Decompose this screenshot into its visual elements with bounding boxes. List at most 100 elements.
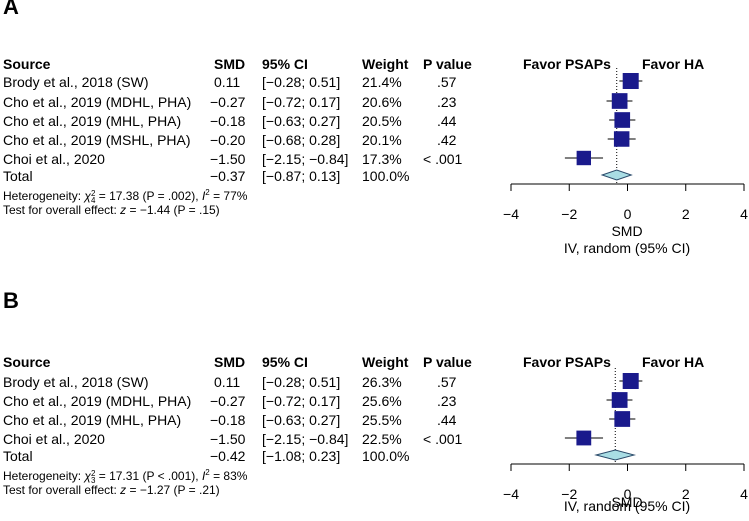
forest-panel-b: B Source SMD 95% CI Weight P value Brody…: [0, 260, 749, 521]
cell-source: Choi et al., 2020: [3, 431, 105, 447]
panel-label: A: [3, 0, 19, 19]
favor-right-label: Favor HA: [642, 354, 705, 370]
overall-prefix: Test for overall effect:: [3, 483, 121, 497]
cell-p: .57: [437, 374, 457, 390]
study-square: [576, 430, 592, 446]
cell-source: Brody et al., 2018 (SW): [3, 374, 149, 390]
heterogeneity-i2-value: = 83%: [209, 469, 248, 483]
x-tick-label: −4: [503, 206, 519, 222]
cell-p: .42: [437, 132, 457, 148]
cell-weight: 26.3%: [362, 374, 402, 390]
cell-smd: −0.37: [210, 168, 246, 184]
heterogeneity-chi-value: = 17.38 (P = .002),: [95, 189, 202, 203]
heterogeneity-line: Heterogeneity: χ2 4 = 17.38 (P = .002), I…: [3, 188, 248, 205]
panel-label: B: [3, 288, 19, 313]
cell-source: Cho et al., 2019 (MDHL, PHA): [3, 94, 192, 110]
overall-z: z: [120, 483, 127, 497]
x-axis-label: SMD: [611, 494, 642, 510]
header-smd: SMD: [214, 354, 246, 370]
cell-source: Brody et al., 2018 (SW): [3, 74, 149, 90]
header-weight: Weight: [362, 354, 409, 370]
overall-value: = −1.44 (P = .15): [126, 203, 220, 217]
study-square: [613, 131, 630, 147]
favor-right-label: Favor HA: [642, 56, 705, 72]
cell-p: .44: [437, 113, 457, 129]
study-square: [611, 392, 628, 408]
cell-smd: −1.50: [210, 431, 246, 447]
cell-weight: 25.6%: [362, 393, 402, 409]
cell-weight: 20.5%: [362, 113, 402, 129]
cell-weight: 100.0%: [362, 448, 410, 464]
cell-source: Cho et al., 2019 (MSHL, PHA): [3, 132, 191, 148]
overall-z: z: [120, 203, 127, 217]
x-tick-label: −2: [561, 206, 577, 222]
cell-smd: −1.50: [210, 151, 246, 167]
favor-left-label: Favor PSAPs: [523, 56, 611, 72]
cell-source: Cho et al., 2019 (MHL, PHA): [3, 412, 182, 428]
header-weight: Weight: [362, 56, 409, 72]
cell-ci: [−1.08; 0.23]: [262, 448, 341, 464]
study-square: [614, 411, 631, 427]
study-square: [611, 93, 628, 109]
x-axis-sublabel: IV, random (95% CI): [564, 240, 690, 256]
cell-ci: [−0.87; 0.13]: [262, 168, 341, 184]
forest-panel-a: A Source SMD 95% CI Weight P value Brody…: [0, 0, 749, 260]
heterogeneity-prefix: Heterogeneity:: [3, 189, 85, 203]
x-tick-label: 0: [624, 486, 632, 502]
x-tick-label: 0: [624, 206, 632, 222]
heterogeneity-i2-value: = 77%: [209, 189, 248, 203]
header-source: Source: [3, 354, 51, 370]
x-tick-label: 4: [740, 206, 748, 222]
cell-ci: [−0.63; 0.27]: [262, 113, 341, 129]
x-tick-label: −4: [503, 486, 519, 502]
x-tick-label: 2: [682, 206, 690, 222]
cell-smd: 0.11: [214, 74, 241, 90]
cell-ci: [−0.28; 0.51]: [262, 74, 341, 90]
cell-ci: [−2.15; −0.84]: [262, 431, 349, 447]
header-p-value: P value: [423, 56, 472, 72]
overall-effect-line: Test for overall effect: z = −1.44 (P = …: [3, 203, 220, 217]
cell-ci: [−0.28; 0.51]: [262, 374, 341, 390]
header-p-value: P value: [423, 354, 472, 370]
overall-prefix: Test for overall effect:: [3, 203, 121, 217]
cell-smd: −0.18: [210, 113, 246, 129]
heterogeneity-chi-value: = 17.31 (P < .001),: [95, 469, 202, 483]
cell-source: Choi et al., 2020: [3, 151, 105, 167]
cell-weight: 21.4%: [362, 74, 402, 90]
cell-source: Total: [3, 448, 33, 464]
cell-ci: [−0.72; 0.17]: [262, 393, 341, 409]
cell-weight: 25.5%: [362, 412, 402, 428]
cell-smd: 0.11: [214, 374, 241, 390]
cell-smd: −0.20: [210, 132, 246, 148]
cell-p: < .001: [423, 431, 463, 447]
cell-source: Total: [3, 168, 33, 184]
cell-ci: [−0.72; 0.17]: [262, 94, 341, 110]
cell-smd: −0.42: [210, 448, 246, 464]
study-square: [576, 150, 592, 166]
cell-ci: [−2.15; −0.84]: [262, 151, 349, 167]
cell-weight: 17.3%: [362, 151, 402, 167]
chi-subscript: 3: [90, 475, 96, 485]
heterogeneity-line: Heterogeneity: χ2 3 = 17.31 (P < .001), I…: [3, 468, 248, 485]
cell-smd: −0.18: [210, 412, 246, 428]
cell-weight: 20.6%: [362, 94, 402, 110]
header-source: Source: [3, 56, 51, 72]
x-tick-label: −2: [561, 486, 577, 502]
heterogeneity-prefix: Heterogeneity:: [3, 469, 85, 483]
cell-weight: 20.1%: [362, 132, 402, 148]
overall-effect-line: Test for overall effect: z = −1.27 (P = …: [3, 483, 220, 497]
forest-plot-b: SMD IV, random (95% CI) −4 −2 0 2 4: [503, 368, 748, 514]
forest-plot-a: SMD IV, random (95% CI) −4 −2 0 2 4: [503, 68, 748, 256]
chi-subscript: 4: [90, 195, 96, 205]
pooled-diamond: [594, 449, 637, 461]
pooled-diamond: [600, 169, 633, 181]
chi-superscript: 2: [90, 188, 96, 198]
x-axis-sublabel: IV, random (95% CI): [564, 498, 690, 514]
x-tick-label: 2: [682, 486, 690, 502]
cell-p: .23: [437, 393, 457, 409]
cell-source: Cho et al., 2019 (MHL, PHA): [3, 113, 182, 129]
x-axis-label: SMD: [611, 223, 642, 239]
cell-ci: [−0.68; 0.28]: [262, 132, 341, 148]
cell-p: .23: [437, 94, 457, 110]
study-square: [614, 112, 631, 128]
